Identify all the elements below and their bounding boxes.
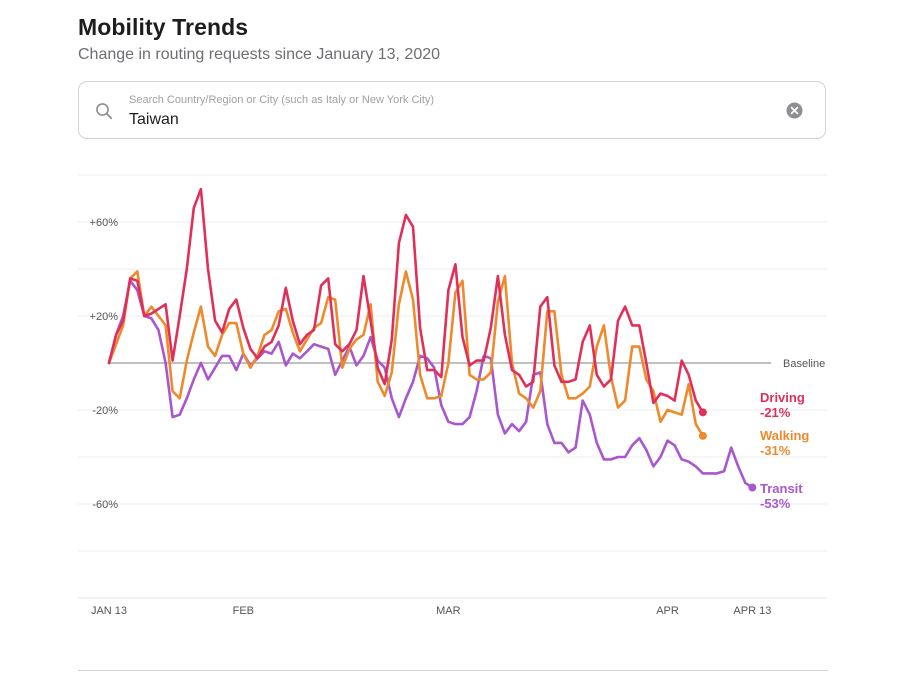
series-endpoint-transit [748,483,757,492]
series-line-walking [107,270,705,438]
search-input[interactable]: Taiwan [129,111,179,128]
x-tick-label: APR 13 [733,605,771,617]
series-label-driving: Driving [760,390,805,405]
series-line-driving [107,187,705,414]
series-value-driving: -21% [760,405,791,420]
series-value-walking: -31% [760,443,791,458]
page-title: Mobility Trends [78,14,249,40]
clear-icon[interactable] [786,102,803,119]
series-endpoint-driving [698,408,707,417]
y-tick-label: -60% [92,499,118,511]
series-label-walking: Walking [760,428,809,443]
series-label-transit: Transit [760,481,803,496]
x-tick-label: JAN 13 [91,605,127,617]
page-subtitle: Change in routing requests since January… [78,46,441,63]
search-placeholder: Search Country/Region or City (such as I… [129,94,435,106]
y-tick-label: +60% [90,217,119,229]
search-icon [95,102,113,120]
search-box[interactable]: Search Country/Region or City (such as I… [78,81,826,139]
baseline-label: Baseline [783,358,825,370]
x-tick-label: APR [656,605,679,617]
series-value-transit: -53% [760,496,791,511]
bottom-divider [78,670,828,671]
y-tick-label: -20% [92,405,118,417]
x-tick-label: FEB [233,605,254,617]
series-line-transit [107,279,754,489]
y-tick-label: +20% [90,311,119,323]
x-tick-label: MAR [436,605,461,617]
series-endpoint-walking [698,431,707,440]
